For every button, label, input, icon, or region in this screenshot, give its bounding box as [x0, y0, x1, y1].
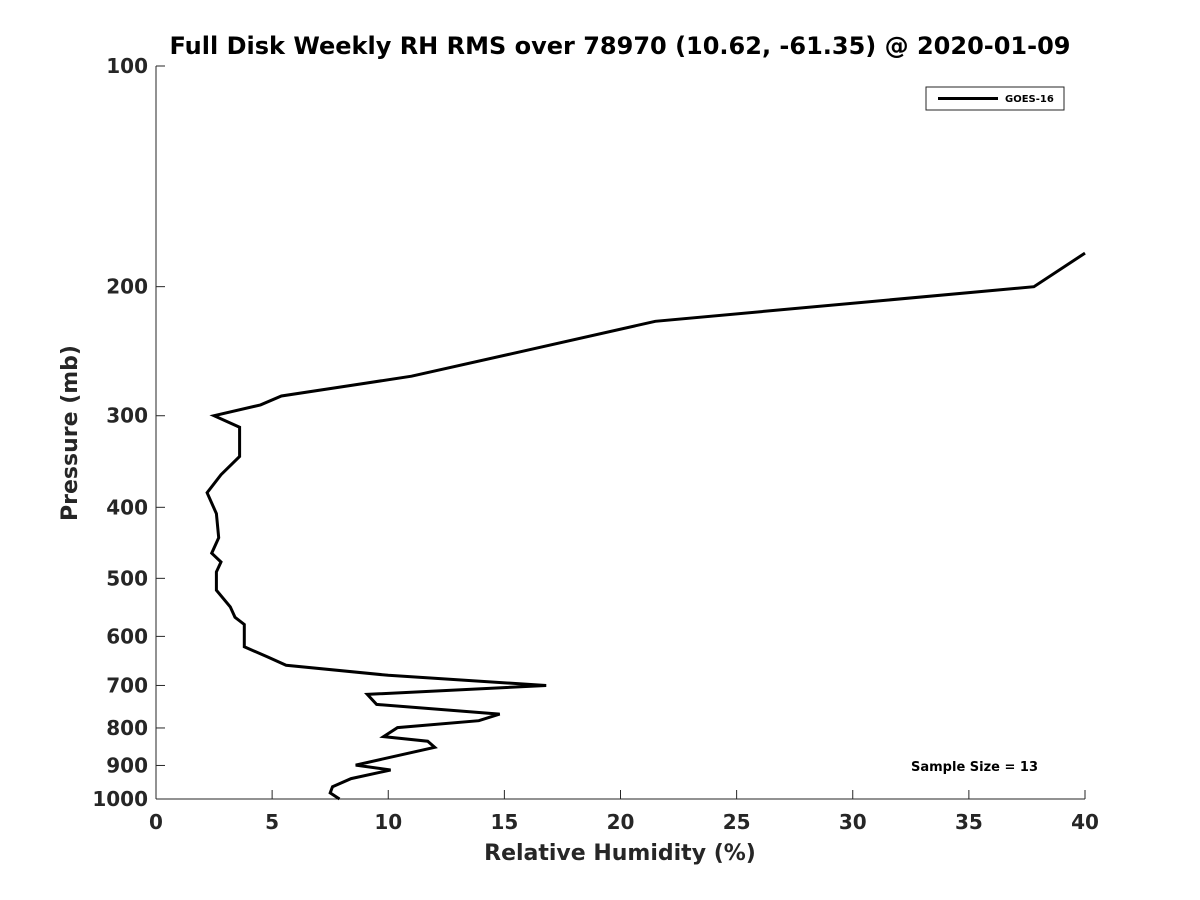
x-tick-label-5: 5: [265, 810, 279, 834]
x-tick-label-25: 25: [723, 810, 751, 834]
x-tick-label-20: 20: [607, 810, 635, 834]
sample-size-annotation: Sample Size = 13: [911, 760, 1038, 775]
y-axis: 100 200 300 400 500 600 700 800 900 1000: [92, 54, 165, 811]
chart-title: Full Disk Weekly RH RMS over 78970 (10.6…: [169, 32, 1070, 60]
y-tick-label-900: 900: [106, 753, 148, 777]
y-tick-label-400: 400: [106, 495, 148, 519]
y-tick-label-500: 500: [106, 566, 148, 590]
x-tick-label-15: 15: [490, 810, 518, 834]
x-tick-label-35: 35: [955, 810, 983, 834]
x-axis: 0 5 10 15 20 25 30 35 40: [149, 790, 1099, 834]
series-line-goes-16: [205, 251, 1086, 801]
y-tick-label-200: 200: [106, 275, 148, 299]
y-tick-label-700: 700: [106, 673, 148, 697]
y-axis-label: Pressure (mb): [58, 345, 83, 521]
y-tick-label-1000: 1000: [92, 787, 148, 811]
legend[interactable]: GOES-16: [925, 86, 1065, 111]
x-axis-label: Relative Humidity (%): [484, 841, 756, 866]
series-layer: [205, 251, 1086, 801]
x-tick-label-40: 40: [1071, 810, 1099, 834]
x-tick-label-0: 0: [149, 810, 163, 834]
y-tick-label-800: 800: [106, 716, 148, 740]
y-tick-label-600: 600: [106, 624, 148, 648]
legend-label-goes-16: GOES-16: [1005, 94, 1054, 105]
y-tick-label-300: 300: [106, 404, 148, 428]
x-tick-label-10: 10: [374, 810, 402, 834]
x-tick-label-30: 30: [839, 810, 867, 834]
y-tick-label-100: 100: [106, 54, 148, 78]
